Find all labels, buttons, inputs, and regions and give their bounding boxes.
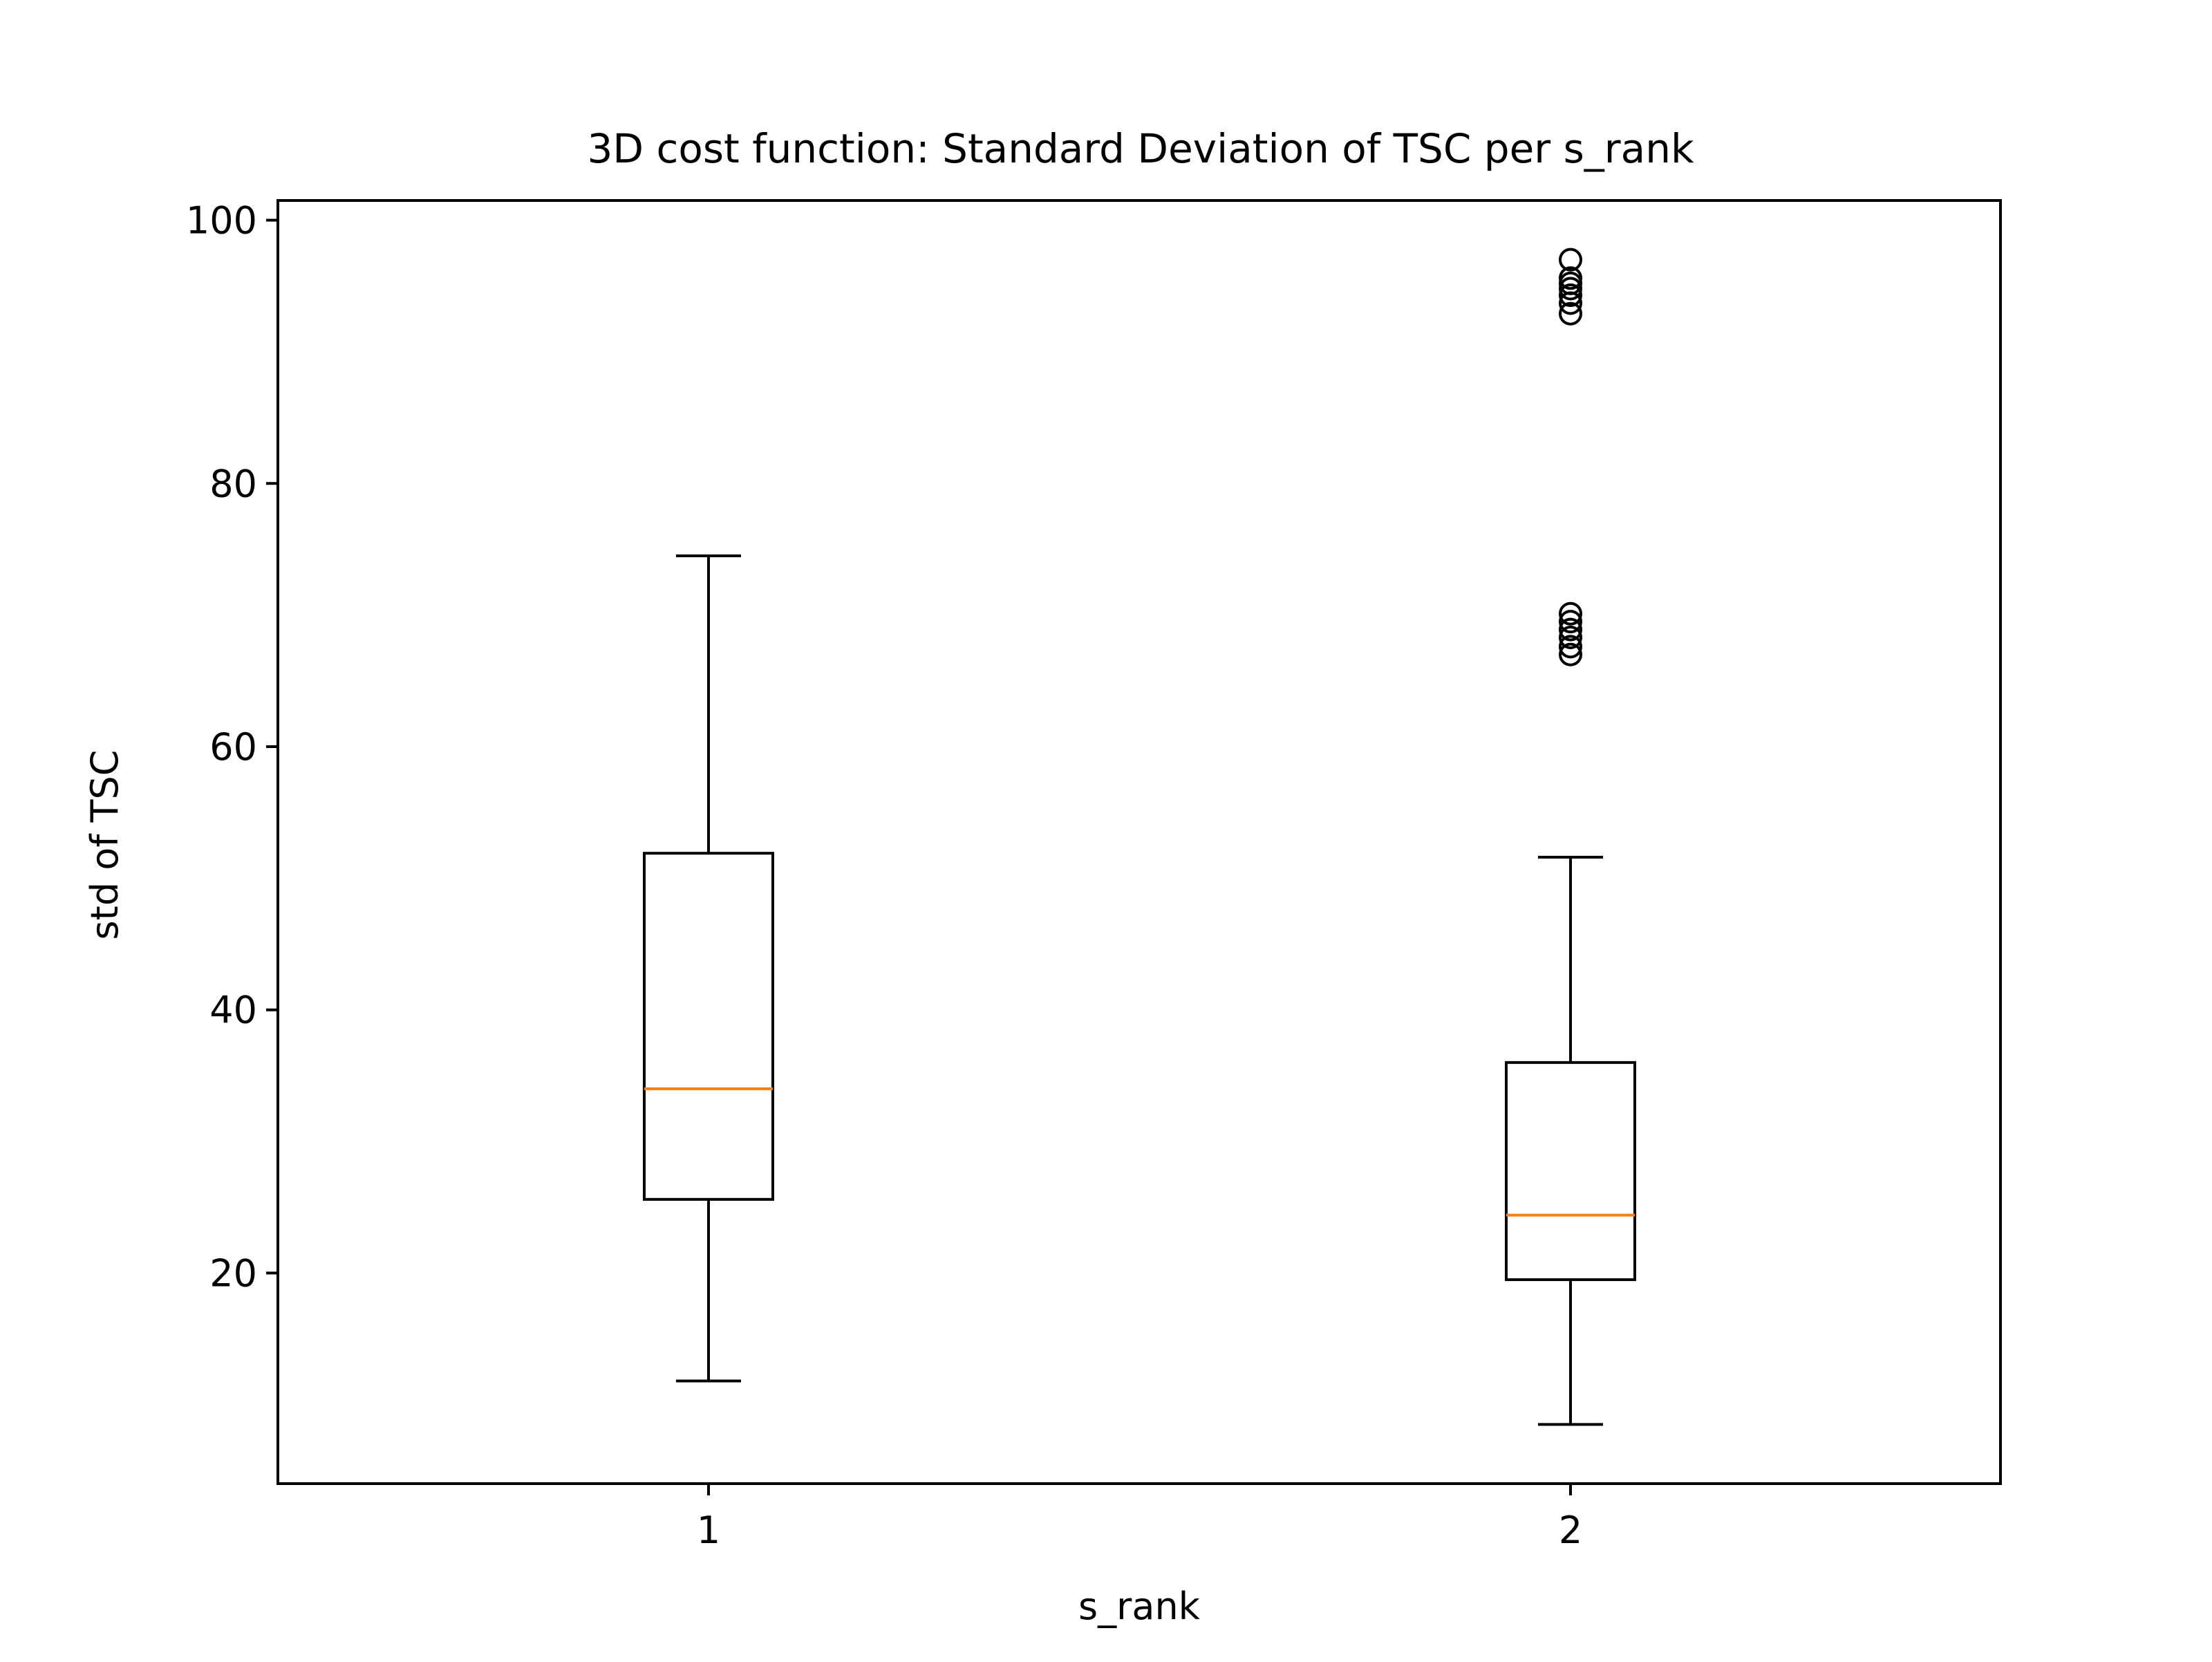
x-tick-label: 2 bbox=[1559, 1509, 1582, 1552]
outlier-point bbox=[1559, 635, 1582, 659]
outlier-point bbox=[1559, 283, 1582, 308]
outlier-point bbox=[1559, 248, 1582, 272]
y-tick-label: 60 bbox=[209, 725, 257, 769]
y-axis-label: std of TSC bbox=[83, 750, 126, 940]
chart-title: 3D cost function: Standard Deviation of … bbox=[587, 125, 1694, 172]
y-tick-label: 40 bbox=[209, 989, 257, 1032]
outlier-point bbox=[1559, 642, 1582, 666]
outlier-point bbox=[1559, 610, 1582, 634]
outlier-point bbox=[1559, 625, 1582, 649]
y-tick-label: 100 bbox=[186, 199, 257, 243]
x-axis-label: s_rank bbox=[1078, 1585, 1201, 1628]
outlier-point bbox=[1559, 617, 1582, 642]
plot-area: 20 40 60 80 100 1 2 bbox=[186, 199, 2002, 1552]
outlier-point bbox=[1559, 301, 1582, 326]
plot-frame bbox=[276, 199, 2002, 1485]
y-tick-label: 20 bbox=[209, 1251, 257, 1295]
outlier-point bbox=[1559, 266, 1582, 290]
iqr-box bbox=[1505, 1061, 1636, 1281]
outlier-point bbox=[1559, 271, 1582, 295]
x-tick-label: 1 bbox=[697, 1509, 720, 1552]
y-tick-label: 80 bbox=[209, 462, 257, 505]
iqr-box bbox=[643, 852, 774, 1201]
outlier-point bbox=[1559, 601, 1582, 626]
